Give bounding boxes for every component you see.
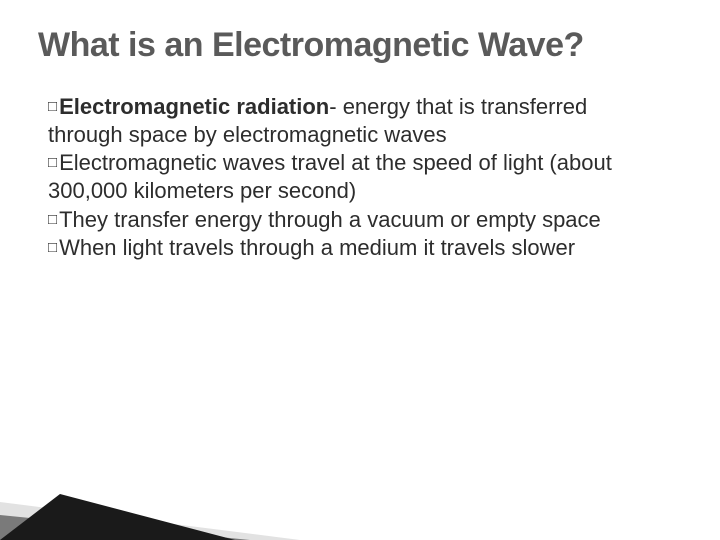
bullet-text: When light travels through a medium it t… [59,235,575,260]
slide-title: What is an Electromagnetic Wave? [38,26,682,65]
bullet-item: □Electromagnetic waves travel at the spe… [48,149,652,205]
wedge-mid [0,515,250,540]
bullet-glyph: □ [48,239,57,256]
corner-decoration [0,460,340,540]
bullet-item: □They transfer energy through a vacuum o… [48,206,652,234]
slide-body: □Electromagnetic radiation- energy that … [38,93,682,262]
bullet-glyph: □ [48,211,57,228]
slide: What is an Electromagnetic Wave? □Electr… [0,0,720,540]
bullet-glyph: □ [48,98,57,115]
wedge-light [0,502,300,540]
bullet-text: They transfer energy through a vacuum or… [59,207,601,232]
bullet-text: Electromagnetic waves travel at the spee… [48,150,612,203]
wedge-dark [0,494,235,540]
bullet-item: □Electromagnetic radiation- energy that … [48,93,652,149]
bullet-bold: Electromagnetic radiation [59,94,329,119]
bullet-item: □When light travels through a medium it … [48,234,652,262]
bullet-glyph: □ [48,154,57,171]
